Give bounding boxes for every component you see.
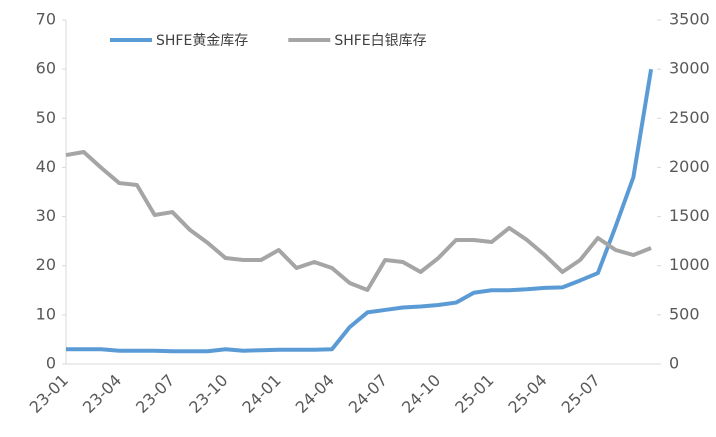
x-tick-label: 23-01 [26,371,72,417]
x-tick-label: 23-04 [79,371,125,417]
y-tick-label: 20 [36,255,56,274]
y-tick-label: 70 [36,10,56,29]
x-tick-label: 25-04 [504,371,550,417]
y2-tick-label: 2000 [669,157,710,176]
series-line [65,149,652,292]
y-tick-label: 10 [36,304,56,323]
y2-tick-label: 1500 [669,206,710,225]
y2-tick-label: 3000 [669,59,710,78]
legend-label: SHFE白银库存 [334,33,426,49]
y2-tick-label: 1000 [669,255,710,274]
x-tick-label: 24-10 [398,371,444,417]
y-tick-label: 40 [36,157,56,176]
x-tick-label: 25-07 [558,371,604,417]
y-tick-label: 0 [46,354,56,373]
x-tick-label: 25-01 [451,371,497,417]
series-line [66,68,654,354]
x-tick-label: 24-01 [238,371,284,417]
legend-label: SHFE黄金库存 [156,32,248,49]
x-tick-label: 24-07 [345,371,391,417]
y2-tick-label: 2500 [669,108,710,127]
x-tick-label: 23-07 [132,371,178,417]
x-tick-label: 23-10 [185,371,231,417]
y2-tick-label: 0 [669,354,679,373]
x-tick-label: 24-04 [292,371,338,417]
y-tick-label: 60 [36,59,56,78]
y-tick-label: 50 [36,108,56,127]
y2-tick-label: 500 [669,304,700,323]
y-tick-label: 30 [36,206,56,225]
y2-tick-label: 3500 [669,10,710,29]
